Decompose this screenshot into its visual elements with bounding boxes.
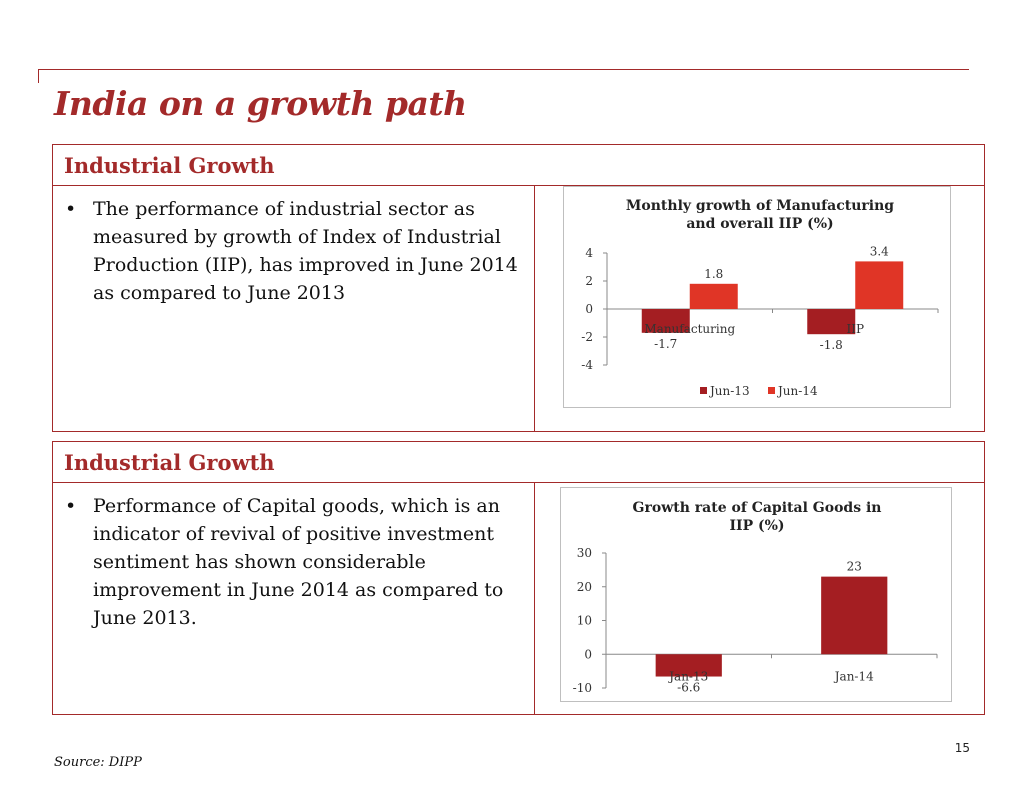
data-label: -1.7 [654,337,677,351]
y-tick-label: 2 [585,274,593,288]
panel-industrial-growth-1: Industrial Growth • The performance of i… [52,144,985,432]
bullet-item: • Performance of Capital goods, which is… [63,492,524,632]
legend-swatch [700,387,707,394]
y-tick-label: -2 [581,330,593,344]
chart-area: Growth rate of Capital Goods in IIP (%) 30… [535,483,984,714]
chart-capital-goods: Growth rate of Capital Goods in IIP (%) 30… [573,500,938,695]
chart-title: Growth rate of Capital Goods in [633,500,882,516]
panel-heading: Industrial Growth [53,145,984,186]
bar-jun-13-manufacturing [641,309,690,333]
slide-title: India on a growth path [54,84,467,123]
category-label: IIP [846,322,864,336]
y-tick-label: 0 [585,302,593,316]
page-number: 15 [954,741,970,755]
y-tick-label: 4 [585,246,593,260]
data-label: 3.4 [870,244,889,258]
panel-heading: Industrial Growth [53,442,984,483]
title-rule-tick [38,69,39,83]
bullet-icon: • [65,198,77,220]
bar-value-jan-13 [655,654,722,677]
category-label: Jan-13 [667,669,708,683]
bar-jun-13-iip [807,309,856,335]
category-label: Jan-14 [833,669,874,683]
chart-title: and overall IIP (%) [686,216,833,232]
y-tick-label: 30 [577,546,592,560]
y-tick-label: 10 [577,614,592,628]
legend-label: Jun-13 [708,384,750,398]
panel-text: • The performance of industrial sector a… [53,186,535,431]
chart-title: Monthly growth of Manufacturing [626,198,894,214]
chart-area: Monthly growth of Manufacturing and overa… [535,186,984,431]
title-rule [38,69,969,70]
bullet-text: Performance of Capital goods, which is a… [93,495,504,629]
y-tick-label: -10 [573,681,592,695]
data-label: -1.8 [820,338,843,352]
bullet-item: • The performance of industrial sector a… [63,195,524,307]
panel-text: • Performance of Capital goods, which is… [53,483,535,714]
category-label: Manufacturing [644,322,735,336]
chart-frame-capital-goods: Growth rate of Capital Goods in IIP (%) 30… [560,487,952,702]
panel-industrial-growth-2: Industrial Growth • Performance of Capit… [52,441,985,715]
bar-value-jan-14 [821,576,888,655]
chart-manufacturing-iip: Monthly growth of Manufacturing and overa… [581,198,939,398]
source-note: Source: DIPP [54,755,142,770]
legend-swatch [768,387,775,394]
bullet-text: The performance of industrial sector as … [93,198,518,304]
y-tick-label: 20 [577,580,592,594]
legend-label: Jun-14 [776,384,818,398]
data-label: 23 [847,560,862,574]
data-label: 1.8 [704,267,723,281]
data-label: -6.6 [677,681,700,695]
bullet-icon: • [65,495,77,517]
bar-jun-14-iip [855,261,904,309]
chart-frame-manufacturing-iip: Monthly growth of Manufacturing and overa… [563,186,951,408]
y-tick-label: -4 [581,358,593,372]
chart-title: IIP (%) [729,518,784,534]
y-tick-label: 0 [584,647,592,661]
bar-jun-14-manufacturing [689,283,738,309]
